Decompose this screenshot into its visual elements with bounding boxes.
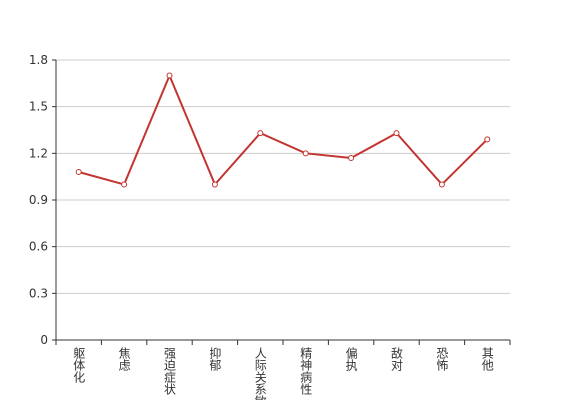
point	[121, 181, 128, 188]
y-tick-label: 0.6	[29, 240, 48, 254]
x-tick-label: 强迫症状	[163, 347, 177, 395]
x-tick-label: 精神病性	[299, 347, 313, 396]
y-tick-label: 1.5	[29, 100, 48, 114]
point	[211, 181, 218, 188]
point	[166, 72, 173, 79]
y-tick-label: 1.2	[29, 146, 48, 160]
point	[348, 155, 355, 161]
point	[484, 136, 491, 143]
x-tick-label: 人际关系敏感	[253, 347, 267, 400]
point	[393, 130, 400, 137]
y-tick-label: 0	[40, 333, 48, 347]
x-tick-label: 偏执	[344, 346, 358, 372]
x-tick-label: 躯体化	[72, 346, 86, 384]
y-tick-label: 0.3	[29, 286, 48, 300]
point	[75, 169, 82, 175]
x-tick-label: 抑郁	[208, 346, 222, 372]
x-tick-label: 其他	[480, 347, 494, 371]
line	[78, 72, 489, 187]
x-tick-label: 焦虑	[117, 347, 131, 371]
point	[257, 130, 264, 137]
x-tick-label: 恐怖	[435, 347, 449, 371]
y-tick-label: 1.8	[29, 53, 48, 67]
point	[438, 181, 445, 188]
x-tick-label: 敌对	[390, 346, 404, 371]
point	[302, 150, 309, 157]
y-tick-label: 0.9	[29, 193, 48, 207]
